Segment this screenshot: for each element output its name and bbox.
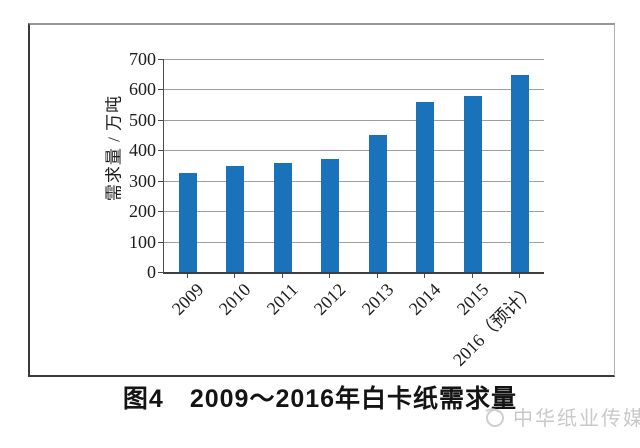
x-tick-mark-2015 (472, 274, 473, 278)
y-tick-mark-500 (158, 120, 163, 121)
bar-2009 (179, 173, 197, 272)
bar-2013 (369, 135, 387, 272)
x-tick-mark-2010 (234, 274, 235, 278)
x-tick-mark-2016（预计） (519, 274, 520, 278)
x-tick-mark-2009 (187, 274, 188, 278)
gridline-300 (164, 181, 544, 182)
y-tick-label-700: 700 (129, 49, 156, 69)
watermark: 中华纸业传媒 (483, 402, 640, 431)
y-tick-label-0: 0 (147, 262, 156, 282)
y-tick-mark-600 (158, 89, 163, 90)
watermark-text: 中华纸业传媒 (513, 408, 640, 430)
bar-2014 (416, 102, 434, 272)
y-tick-label-400: 400 (129, 140, 156, 160)
bar-2012 (321, 159, 339, 272)
x-tick-mark-2012 (329, 274, 330, 278)
figure-number: 图4 (122, 385, 164, 413)
x-tick-mark-2011 (282, 274, 283, 278)
y-tick-label-600: 600 (129, 79, 156, 99)
y-tick-mark-0 (158, 272, 163, 273)
x-tick-mark-2013 (377, 274, 378, 278)
y-tick-label-100: 100 (129, 232, 156, 252)
publisher-logo-icon (485, 407, 504, 427)
gridline-200 (164, 211, 544, 212)
gridline-400 (164, 150, 544, 151)
figure-caption: 图4 2009～2016年白卡纸需求量 (0, 384, 640, 414)
y-tick-mark-200 (158, 211, 163, 212)
y-tick-mark-100 (158, 242, 163, 243)
gridline-500 (164, 120, 544, 121)
y-tick-mark-700 (158, 59, 163, 60)
y-tick-label-500: 500 (129, 110, 156, 130)
gridline-100 (164, 242, 544, 243)
plot-area (163, 59, 544, 274)
gridline-700 (164, 59, 544, 60)
bar-2010 (226, 166, 244, 272)
bar-2015 (464, 96, 482, 272)
y-tick-label-200: 200 (129, 201, 156, 221)
bar-2016（预计） (511, 75, 529, 272)
y-tick-label-300: 300 (129, 171, 156, 191)
y-tick-mark-400 (158, 150, 163, 151)
figure-title: 2009～2016年白卡纸需求量 (189, 385, 518, 413)
bar-2011 (274, 163, 292, 272)
y-tick-mark-300 (158, 181, 163, 182)
y-axis-title: 需求量 / 万吨 (104, 94, 124, 202)
x-tick-mark-2014 (424, 274, 425, 278)
gridline-600 (164, 89, 544, 90)
